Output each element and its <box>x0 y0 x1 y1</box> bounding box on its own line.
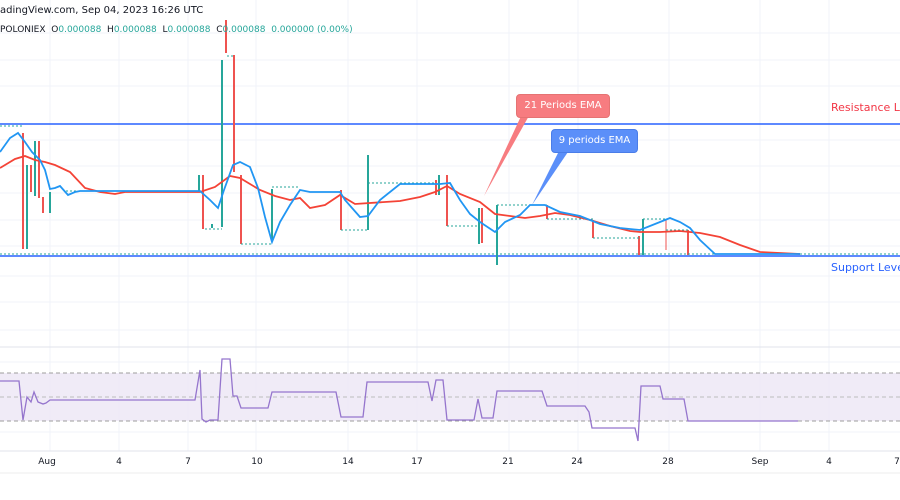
chart-source-timestamp: adingView.com, Sep 04, 2023 16:26 UTC <box>0 5 204 16</box>
close-value: 0.000088 <box>222 25 266 35</box>
open-value: 0.000088 <box>58 25 102 35</box>
ema9-line <box>0 131 800 255</box>
xaxis-tick: 4 <box>116 457 122 467</box>
change-value: 0.000000 (0.00%) <box>271 25 353 35</box>
ema21-line <box>0 155 801 255</box>
candles <box>0 20 800 265</box>
high-value: 0.000088 <box>113 25 157 35</box>
xaxis-tick: 10 <box>251 457 263 467</box>
ema9-callout[interactable]: 9 periods EMA <box>551 129 638 153</box>
ema21-callout[interactable]: 21 Periods EMA <box>516 94 610 118</box>
xaxis-tick: 24 <box>571 457 583 467</box>
ema9-callout-pointer <box>532 149 570 205</box>
xaxis-tick: Sep <box>751 457 769 467</box>
ema21-callout-pointer <box>484 114 530 196</box>
xaxis-tick: 4 <box>826 457 832 467</box>
xaxis-tick: Aug <box>38 457 56 467</box>
xaxis-tick: 28 <box>662 457 674 467</box>
ohlc-legend: POLONIEX O0.000088 H0.000088 L0.000088 C… <box>0 25 353 35</box>
xaxis-tick: 14 <box>342 457 354 467</box>
support-label: Support Leve <box>831 261 900 274</box>
xaxis-tick: 17 <box>411 457 423 467</box>
low-value: 0.000088 <box>167 25 211 35</box>
xaxis-tick: 7 <box>894 457 900 467</box>
rsi-pane <box>0 358 900 442</box>
resistance-label: Resistance Le <box>831 101 900 114</box>
grid-lines <box>0 0 900 451</box>
rsi-line <box>0 358 798 442</box>
xaxis-tick: 7 <box>185 457 191 467</box>
xaxis-tick: 21 <box>502 457 514 467</box>
symbol-exchange: POLONIEX <box>0 25 46 35</box>
